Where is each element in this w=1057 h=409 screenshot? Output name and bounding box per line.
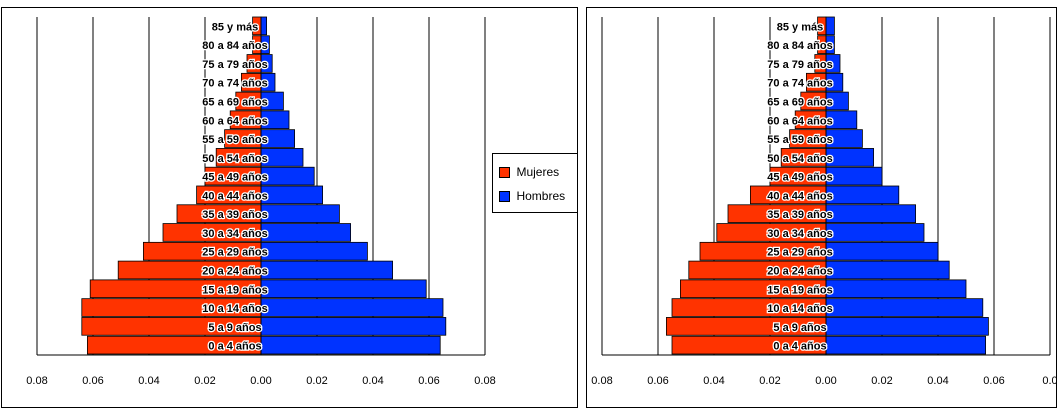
x-tick-label: 0.02: [306, 375, 327, 387]
bar-hombres: [825, 185, 900, 205]
category-label: 15 a 19 años: [767, 284, 832, 296]
category-label: 10 a 14 años: [767, 303, 832, 315]
category-label: 70 a 74 años: [202, 78, 267, 90]
category-label: 50 a 54 años: [767, 153, 832, 165]
category-label: 50 a 54 años: [202, 153, 267, 165]
category-label: 60 a 64 años: [202, 115, 267, 127]
x-tick-label: 0.08: [26, 375, 47, 387]
x-tick-label: 0.04: [362, 375, 383, 387]
x-tick-label: 0.00: [250, 375, 271, 387]
bar-hombres: [825, 223, 925, 242]
category-label: 55 a 59 años: [202, 134, 267, 146]
category-label: 5 a 9 años: [773, 322, 826, 334]
category-label: 35 a 39 años: [202, 209, 267, 221]
bar-hombres: [260, 317, 447, 336]
bar-hombres: [260, 260, 394, 280]
legend-swatch-hombres: [499, 190, 510, 202]
x-tick-label: 0.0: [1042, 375, 1057, 387]
bar-hombres: [260, 166, 315, 186]
category-label: 25 a 29 años: [202, 247, 267, 259]
bar-hombres: [825, 317, 989, 336]
legend-item-mujeres: Mujeres: [499, 165, 559, 179]
category-label: 70 a 74 años: [767, 78, 832, 90]
x-tick-label: 0.08: [591, 375, 612, 387]
x-tick-label: 0.08: [474, 375, 495, 387]
category-label: 45 a 49 años: [202, 172, 267, 184]
category-label: 20 a 24 años: [202, 266, 267, 278]
category-label: 85 y más: [212, 21, 258, 33]
bar-hombres: [260, 223, 351, 242]
bar-hombres: [825, 166, 883, 186]
bar-hombres: [260, 298, 444, 317]
category-label: 5 a 9 años: [208, 322, 261, 334]
category-label: 20 a 24 años: [767, 266, 832, 278]
population-pyramid-chart-left: 0 a 4 años 5 a 9 años 10 a 14 años 15 a 19 …: [1, 7, 578, 408]
category-label: 55 a 59 años: [767, 134, 832, 146]
category-label: 65 a 69 años: [767, 97, 832, 109]
category-label: 60 a 64 años: [767, 115, 832, 127]
bar-hombres: [825, 16, 835, 36]
bar-hombres: [825, 335, 987, 355]
category-label: 75 a 79 años: [767, 59, 832, 71]
x-tick-label: 0.06: [647, 375, 668, 387]
legend-label-mujeres: Mujeres: [516, 165, 560, 179]
category-label: 10 a 14 años: [202, 303, 267, 315]
x-tick-label: 0.06: [983, 375, 1004, 387]
category-label: 0 a 4 años: [773, 341, 826, 353]
legend-swatch-mujeres: [499, 166, 510, 178]
x-tick-label: 0.00: [815, 375, 836, 387]
bar-hombres: [260, 204, 340, 223]
bar-hombres: [260, 241, 368, 261]
population-pyramid-chart-right: 0 a 4 años 5 a 9 años 10 a 14 años 15 a 19 …: [586, 7, 1057, 408]
category-label: 40 a 44 años: [767, 190, 832, 202]
category-label: 65 a 69 años: [202, 97, 267, 109]
bar-hombres: [260, 16, 267, 36]
x-tick-label: 0.04: [927, 375, 948, 387]
bar-hombres: [825, 241, 939, 261]
x-tick-label: 0.06: [82, 375, 103, 387]
legend-label-hombres: Hombres: [516, 189, 566, 203]
bar-hombres: [825, 298, 984, 317]
bar-hombres: [260, 335, 441, 355]
category-label: 75 a 79 años: [202, 59, 267, 71]
category-label: 30 a 34 años: [202, 228, 267, 240]
category-label: 0 a 4 años: [208, 341, 261, 353]
category-label: 15 a 19 años: [202, 284, 267, 296]
legend-item-hombres: Hombres: [499, 189, 565, 203]
x-tick-label: 0.02: [759, 375, 780, 387]
x-tick-label: 0.04: [703, 375, 724, 387]
legend: Mujeres Hombres: [492, 153, 578, 213]
bar-hombres: [260, 279, 427, 299]
bar-hombres: [825, 279, 967, 299]
category-label: 45 a 49 años: [767, 172, 832, 184]
bar-hombres: [825, 204, 916, 223]
category-label: 40 a 44 años: [202, 190, 267, 202]
category-label: 25 a 29 años: [767, 247, 832, 259]
category-label: 80 a 84 años: [767, 40, 832, 52]
x-tick-label: 0.02: [194, 375, 215, 387]
bar-hombres: [260, 185, 323, 205]
bar-hombres: [825, 148, 874, 167]
x-tick-label: 0.02: [871, 375, 892, 387]
x-tick-label: 0.06: [418, 375, 439, 387]
bar-hombres: [825, 260, 950, 280]
category-label: 85 y más: [777, 21, 823, 33]
x-tick-label: 0.04: [138, 375, 159, 387]
category-label: 30 a 34 años: [767, 228, 832, 240]
category-label: 35 a 39 años: [767, 209, 832, 221]
category-label: 80 a 84 años: [202, 40, 267, 52]
